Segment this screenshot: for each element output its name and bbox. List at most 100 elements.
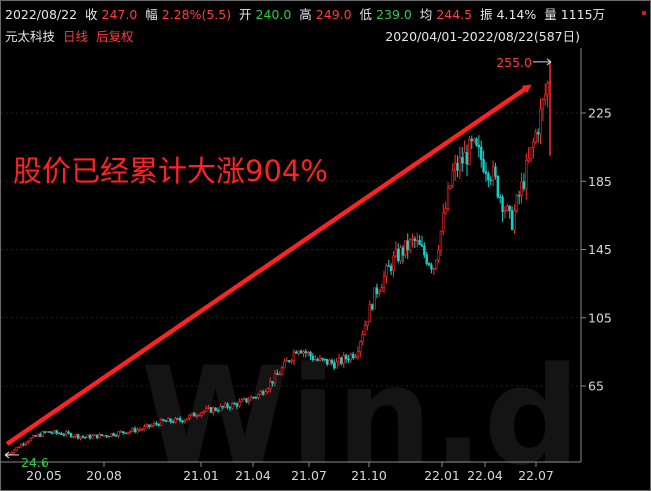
candle-body — [247, 399, 251, 403]
candle-body — [131, 428, 134, 432]
candle-body — [494, 166, 497, 177]
candle-body — [238, 401, 241, 407]
candle-body — [98, 434, 101, 439]
candle-body — [499, 196, 502, 199]
candle-body — [314, 359, 317, 361]
candle-body — [534, 132, 537, 143]
candle-body — [209, 407, 213, 413]
candle-body — [43, 431, 47, 433]
avg-value: 244.5 — [436, 7, 473, 22]
candle-body — [48, 431, 51, 433]
candle-body — [354, 356, 357, 359]
y-tick-label: 145 — [588, 242, 612, 257]
candle-body — [12, 449, 16, 454]
candle-body — [292, 351, 296, 361]
candle-body — [513, 210, 516, 230]
candle-body — [399, 247, 402, 262]
candle-body — [335, 361, 338, 369]
candle-body — [472, 138, 476, 142]
candle-body — [269, 381, 272, 389]
candle-body — [342, 355, 345, 364]
candle-body — [373, 287, 376, 310]
candle-body — [427, 263, 431, 266]
candle-body — [157, 423, 160, 426]
candle-body — [124, 432, 127, 434]
candle-body — [406, 240, 409, 251]
candle-body — [121, 431, 125, 434]
candle-body — [266, 388, 270, 393]
x-tick-label: 20.08 — [86, 468, 122, 483]
candle-body — [93, 434, 96, 437]
candle-body — [510, 210, 514, 230]
open-label: 开 — [239, 7, 252, 22]
candle-body — [416, 240, 419, 242]
candle-body — [129, 430, 132, 433]
candle-body — [88, 434, 92, 439]
candle-body — [221, 406, 224, 408]
candle-body — [36, 434, 40, 437]
candle-body — [344, 355, 348, 360]
candle-body — [95, 434, 99, 439]
candle-body — [380, 287, 383, 292]
candle-body — [378, 290, 381, 295]
candle-body — [461, 157, 464, 164]
candle-body — [65, 431, 68, 436]
candle-body — [57, 432, 61, 435]
candle-body — [261, 391, 265, 395]
candle-body — [351, 353, 355, 359]
candle-body — [302, 351, 305, 354]
candle-body — [107, 435, 111, 438]
candle-body — [532, 141, 535, 148]
candle-body — [437, 249, 440, 261]
candle-body — [133, 428, 137, 433]
candle-body — [67, 431, 70, 434]
candle-body — [290, 359, 293, 362]
candle-body — [216, 410, 220, 412]
close-label: 收 — [85, 7, 98, 22]
candle-body — [53, 430, 56, 434]
y-tick-label: 105 — [588, 310, 612, 325]
candle-body — [148, 424, 151, 427]
adjust-label[interactable]: 后复权 — [95, 29, 134, 44]
candle-body — [20, 443, 23, 448]
candle-body — [280, 367, 284, 375]
candle-body — [401, 247, 405, 256]
open-value: 240.0 — [255, 7, 292, 22]
price-markers: 24.6 255.0 — [4, 55, 552, 470]
candle-body — [366, 321, 369, 326]
menu-dot-icon[interactable] — [642, 11, 646, 15]
candle-body — [278, 373, 281, 376]
candle-body — [404, 240, 407, 256]
candle-body — [489, 179, 492, 182]
candle-body — [420, 244, 424, 247]
candle-body — [496, 176, 500, 198]
candle-body — [359, 341, 362, 352]
candle-body — [397, 248, 400, 262]
candle-body — [231, 403, 234, 409]
stock-name: 元太科技 — [5, 29, 56, 44]
period-label[interactable]: 日线 — [62, 29, 88, 44]
candle-body — [311, 355, 315, 361]
candle-body — [100, 434, 104, 436]
candle-body — [264, 391, 267, 395]
candle-body — [536, 132, 540, 135]
candle-body — [55, 430, 58, 434]
max-marker-arrow-icon — [546, 58, 552, 66]
candle-body — [394, 248, 398, 257]
candles — [5, 61, 552, 457]
vol-value: 1115万 — [560, 7, 606, 22]
candle-body — [74, 434, 77, 437]
candle-body — [434, 259, 438, 269]
candle-body — [382, 275, 386, 288]
x-axis: 20.05 20.08 21.01 21.04 21.07 21.10 22.01 22.04… — [26, 462, 554, 483]
candle-body — [15, 447, 18, 451]
annotation-text: 股价已经累计大涨904% — [13, 154, 328, 188]
candle-body — [214, 407, 217, 411]
candle-body — [295, 351, 298, 354]
candle-body — [181, 420, 184, 423]
vol-label: 量 — [544, 7, 557, 22]
candle-body — [188, 414, 191, 419]
trend-arrow — [5, 84, 532, 446]
candle-body — [546, 82, 549, 96]
